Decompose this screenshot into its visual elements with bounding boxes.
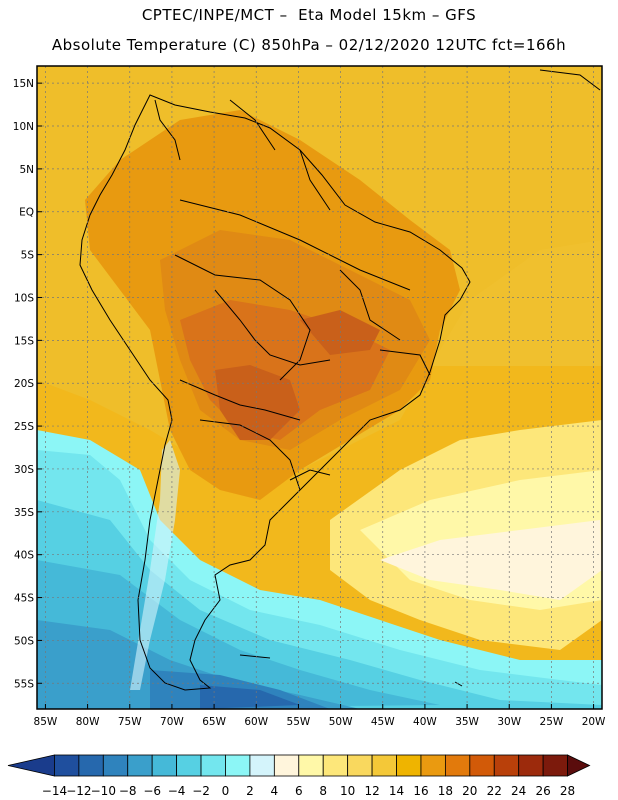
lon-tick-label: 75W (118, 716, 142, 728)
lon-tick-label: 20W (582, 716, 606, 728)
map-frame (36, 65, 603, 710)
lat-tick-label: 10N (13, 121, 34, 133)
colorbar-label: 26 (535, 784, 550, 798)
lon-tick-label: 40W (413, 716, 437, 728)
lat-tick-label: 35S (14, 507, 34, 519)
colorbar-label: 0 (222, 784, 230, 798)
colorbar-swatch (102, 754, 129, 777)
lat-tick-label: 55S (14, 678, 34, 690)
lat-tick-label: 30S (14, 464, 34, 476)
lat-lon-grid (37, 66, 602, 709)
colorbar-label: 16 (413, 784, 428, 798)
colorbar-swatch (542, 754, 568, 777)
colorbar-label: 8 (319, 784, 327, 798)
colorbar-swatch (493, 754, 520, 777)
colorbar-label: −6 (143, 784, 161, 798)
lat-tick-label: EQ (19, 207, 34, 219)
colorbar-swatch (200, 754, 226, 777)
colorbar-label: −14 (42, 784, 67, 798)
lon-tick-label: 35W (455, 716, 479, 728)
lat-tick-label: 15S (14, 335, 34, 347)
temperature-field (37, 66, 602, 709)
lat-tick-label: 15N (13, 78, 34, 90)
lat-tick-label: 5N (19, 164, 34, 176)
colorbar-label: 24 (511, 784, 526, 798)
lat-tick-label: 45S (14, 593, 34, 605)
colorbar-swatch (249, 754, 275, 777)
colorbar-swatch (396, 754, 422, 777)
colorbar-swatch (151, 754, 178, 777)
map-title: CPTEC/INPE/MCT – Eta Model 15km – GFS (141, 6, 477, 24)
colorbar-swatch (273, 754, 300, 777)
lon-tick-label: 65W (202, 716, 226, 728)
colorbar-swatch (322, 754, 349, 777)
colorbar-swatch (7, 754, 55, 777)
lat-tick-label: 50S (14, 635, 34, 647)
colorbar-label: 20 (462, 784, 477, 798)
colorbar-swatch (444, 754, 471, 777)
colorbar-label: 22 (487, 784, 502, 798)
lon-tick-label: 85W (34, 716, 58, 728)
colorbar-label: −4 (168, 784, 186, 798)
colorbar-label: 2 (246, 784, 254, 798)
colorbar-label: −8 (119, 784, 137, 798)
colorbar: −14 −12 −10 −8 −6 −4 −2 0 2 4 6 8 10 12 14 16 18 20 22 24 26… (7, 754, 591, 798)
colorbar-swatch (347, 754, 373, 777)
colorbar-label: 28 (560, 784, 575, 798)
colorbar-swatch (298, 754, 324, 777)
colorbar-swatch (225, 754, 251, 777)
colorbar-swatch (54, 754, 80, 777)
colorbar-swatch (420, 754, 446, 777)
map-subtitle: Absolute Temperature (C) 850hPa – 02/12/… (51, 36, 567, 54)
colorbar-swatch (78, 754, 104, 777)
lon-tick-label: 60W (244, 716, 268, 728)
colorbar-label: 4 (271, 784, 279, 798)
lon-tick-label: 45W (371, 716, 395, 728)
colorbar-swatch (567, 754, 591, 777)
colorbar-label: −10 (91, 784, 116, 798)
colorbar-label: −12 (66, 784, 91, 798)
lon-tick-label: 30W (497, 716, 521, 728)
lon-tick-label: 55W (287, 716, 311, 728)
lat-tick-label: 10S (14, 292, 34, 304)
colorbar-label: 6 (295, 784, 303, 798)
lon-tick-label: 80W (76, 716, 100, 728)
lon-tick-label: 25W (540, 716, 564, 728)
colorbar-label: 14 (389, 784, 404, 798)
colorbar-label: 10 (340, 784, 355, 798)
lat-tick-label: 25S (14, 421, 34, 433)
colorbar-label: −2 (192, 784, 210, 798)
lat-tick-label: 40S (14, 550, 34, 562)
axis-ticks: 15N 10N 5N EQ 5S 10S 15S 20S 25S 30S 35S 40S 45S 50S 5… (13, 78, 606, 728)
colorbar-swatch (371, 754, 397, 777)
lon-tick-label: 70W (160, 716, 184, 728)
colorbar-label: 12 (364, 784, 379, 798)
colorbar-swatch (518, 754, 544, 777)
colorbar-swatch (176, 754, 202, 777)
lon-tick-label: 50W (329, 716, 353, 728)
lat-tick-label: 5S (21, 250, 35, 262)
colorbar-swatch (127, 754, 153, 777)
lat-tick-label: 20S (14, 378, 34, 390)
colorbar-label: 18 (438, 784, 453, 798)
colorbar-swatch (469, 754, 495, 777)
